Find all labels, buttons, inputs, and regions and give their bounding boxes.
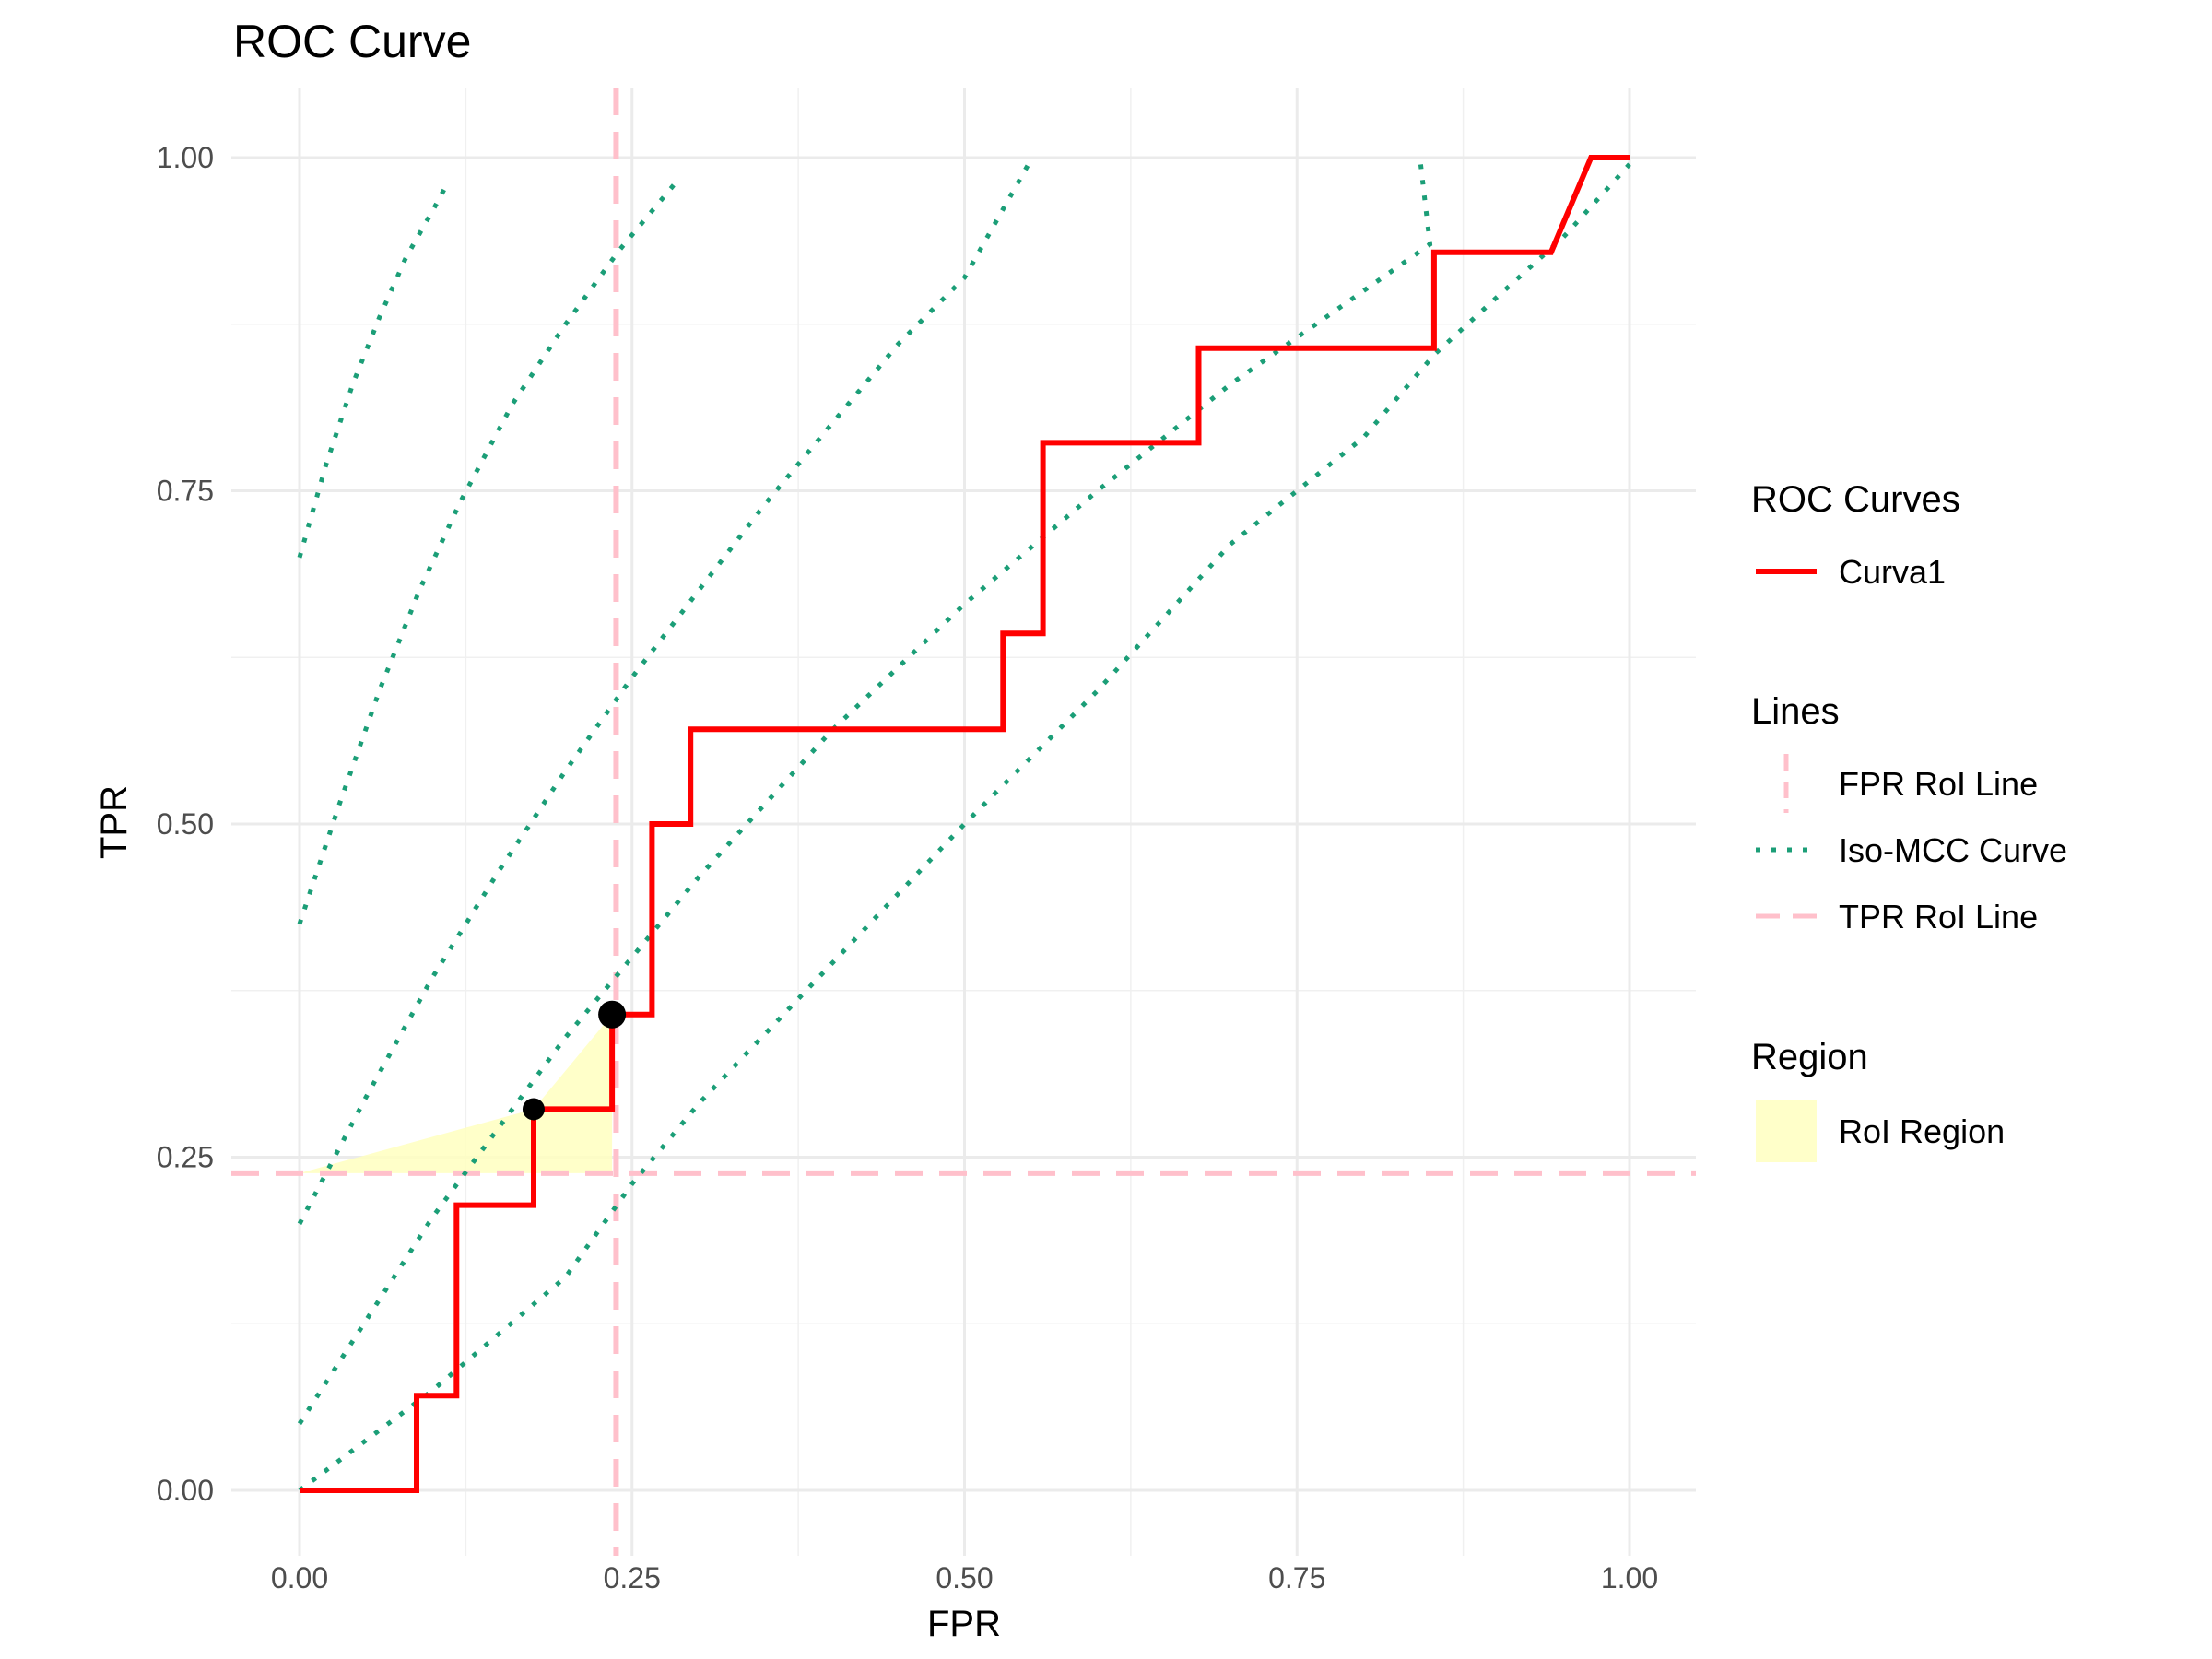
x-axis-label: FPR — [927, 1604, 1001, 1644]
roc-curve-layer — [300, 155, 1630, 1493]
roi-point-2 — [598, 1000, 627, 1029]
legend-key-roi-region — [1756, 1100, 1817, 1162]
y-tick-label: 0.75 — [157, 475, 214, 508]
legend-title-1: ROC Curves — [1751, 479, 1960, 520]
roi-point-1 — [522, 1098, 545, 1121]
legend-title-3: Region — [1751, 1037, 1868, 1077]
y-axis-label: TPR — [94, 785, 135, 859]
grid — [231, 88, 1696, 1556]
iso-mcc-curve-1 — [297, 180, 451, 559]
plot-area — [231, 88, 1696, 1556]
x-tick-label: 0.25 — [604, 1561, 661, 1594]
legend-label: FPR RoI Line — [1839, 765, 2038, 803]
roi-points-layer — [522, 1000, 627, 1121]
x-tick-label: 0.75 — [1268, 1561, 1325, 1594]
legend-label: TPR RoI Line — [1839, 898, 2038, 935]
x-tick-label: 0.50 — [935, 1561, 993, 1594]
y-axis-ticks: 0.00 0.25 0.50 0.75 1.00 — [157, 141, 214, 1507]
roi-region — [300, 1014, 613, 1173]
y-tick-label: 1.00 — [157, 141, 214, 174]
roi-region-layer — [300, 1014, 613, 1173]
roc-curve-curva1 — [300, 155, 1630, 1493]
roi-lines-layer — [231, 88, 1696, 1556]
iso-mcc-curve-2 — [297, 176, 682, 925]
chart-title: ROC Curve — [233, 16, 471, 67]
x-tick-label: 0.00 — [271, 1561, 328, 1594]
legend-label: Curva1 — [1839, 553, 1946, 591]
y-tick-label: 0.00 — [157, 1474, 214, 1507]
iso-mcc-layer — [297, 162, 1631, 1492]
legend-title-2: Lines — [1751, 691, 1840, 732]
x-tick-label: 1.00 — [1601, 1561, 1658, 1594]
legend: ROC Curves Curva1 Lines FPR RoI Line Iso-MCC… — [1751, 479, 2067, 1162]
legend-label: RoI Region — [1839, 1112, 2005, 1150]
legend-label: Iso-MCC Curve — [1839, 831, 2067, 869]
iso-mcc-curve-3 — [297, 162, 1030, 1225]
iso-mcc-curve-4 — [297, 163, 1433, 1426]
y-tick-label: 0.25 — [157, 1141, 214, 1174]
x-axis-ticks: 0.00 0.25 0.50 0.75 1.00 — [271, 1561, 1658, 1594]
y-tick-label: 0.50 — [157, 807, 214, 841]
